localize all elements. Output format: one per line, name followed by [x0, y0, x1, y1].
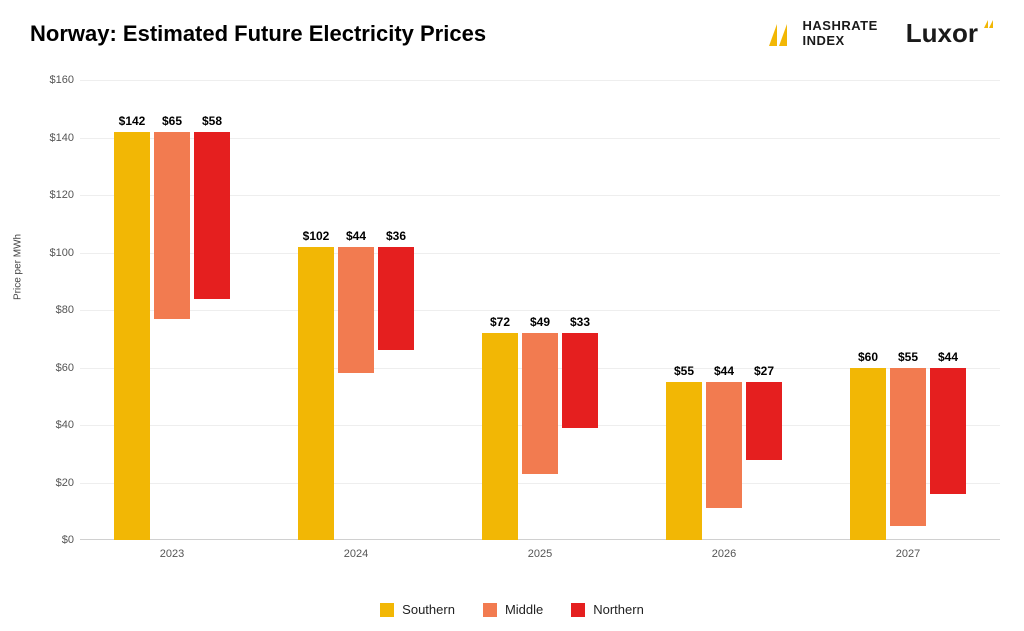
legend-swatch: [380, 603, 394, 617]
bar-value-label: $36: [386, 229, 406, 243]
bar: $102: [298, 247, 334, 540]
bar-value-label: $55: [898, 350, 918, 364]
luxor-mark-icon: [982, 18, 994, 30]
hashrate-index-icon: [763, 20, 793, 48]
y-tick-label: $20: [34, 477, 74, 489]
legend-item: Southern: [380, 602, 455, 617]
bar: $55: [666, 382, 702, 540]
bar-value-label: $142: [119, 114, 146, 128]
bar: $44: [706, 382, 742, 509]
bar-value-label: $27: [754, 364, 774, 378]
y-tick-label: $120: [34, 189, 74, 201]
bar-value-label: $44: [346, 229, 366, 243]
y-tick-label: $0: [34, 534, 74, 546]
legend-item: Middle: [483, 602, 543, 617]
y-tick-label: $60: [34, 362, 74, 374]
bar: $65: [154, 132, 190, 319]
y-axis-label: Price per MWh: [13, 234, 24, 300]
bar: $36: [378, 247, 414, 351]
bar-value-label: $58: [202, 114, 222, 128]
luxor-logo: Luxor: [906, 18, 994, 49]
bar-value-label: $65: [162, 114, 182, 128]
bar: $142: [114, 132, 150, 540]
hashrate-index-logo: HASHRATE INDEX: [763, 19, 878, 48]
legend-label: Southern: [402, 602, 455, 617]
y-tick-label: $140: [34, 132, 74, 144]
gridline: [80, 80, 1000, 81]
bar-value-label: $102: [303, 229, 330, 243]
y-tick-label: $100: [34, 247, 74, 259]
legend-swatch: [571, 603, 585, 617]
legend-swatch: [483, 603, 497, 617]
x-tick-label: 2023: [160, 548, 184, 560]
y-tick-label: $80: [34, 304, 74, 316]
bar: $55: [890, 368, 926, 526]
bar-group: $55$44$27: [666, 382, 782, 540]
y-tick-label: $160: [34, 74, 74, 86]
bar: $33: [562, 333, 598, 428]
bar-group: $60$55$44: [850, 368, 966, 541]
bar-value-label: $44: [714, 364, 734, 378]
bar-group: $142$65$58: [114, 132, 230, 540]
chart-plot-area: $0$20$40$60$80$100$120$140$160$142$65$58…: [80, 80, 1000, 540]
bar: $58: [194, 132, 230, 299]
bar-group: $72$49$33: [482, 333, 598, 540]
bar-value-label: $33: [570, 315, 590, 329]
bar-value-label: $49: [530, 315, 550, 329]
x-tick-label: 2025: [528, 548, 552, 560]
x-tick-label: 2026: [712, 548, 736, 560]
legend-label: Northern: [593, 602, 644, 617]
bar-value-label: $55: [674, 364, 694, 378]
chart-title: Norway: Estimated Future Electricity Pri…: [30, 21, 486, 47]
bar-value-label: $60: [858, 350, 878, 364]
luxor-word: Luxor: [906, 18, 978, 49]
brand-logos: HASHRATE INDEX Luxor: [763, 18, 995, 49]
hashrate-word-2: INDEX: [803, 34, 878, 48]
bar: $72: [482, 333, 518, 540]
bar: $49: [522, 333, 558, 474]
bar: $27: [746, 382, 782, 460]
x-tick-label: 2024: [344, 548, 368, 560]
bar: $44: [930, 368, 966, 495]
legend-item: Northern: [571, 602, 644, 617]
legend: Southern Middle Northern: [0, 602, 1024, 617]
bar: $44: [338, 247, 374, 374]
bar: $60: [850, 368, 886, 541]
x-tick-label: 2027: [896, 548, 920, 560]
legend-label: Middle: [505, 602, 543, 617]
bar-value-label: $72: [490, 315, 510, 329]
bar-group: $102$44$36: [298, 247, 414, 540]
hashrate-word-1: HASHRATE: [803, 19, 878, 33]
y-tick-label: $40: [34, 419, 74, 431]
bar-value-label: $44: [938, 350, 958, 364]
